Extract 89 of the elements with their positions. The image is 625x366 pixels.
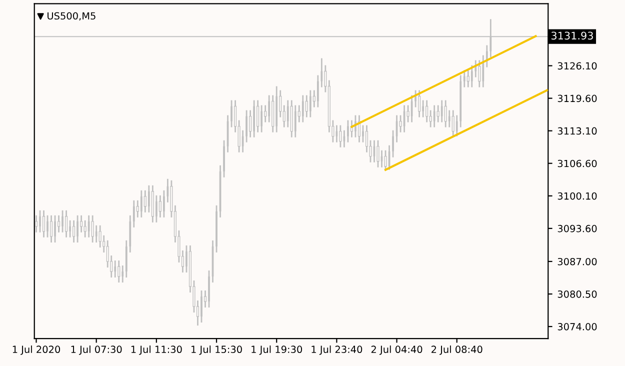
candlestick bbox=[478, 60, 481, 88]
candlestick bbox=[422, 100, 424, 118]
text: US500,M5 bbox=[48, 12, 96, 21]
candlestick bbox=[144, 190, 146, 214]
x-tick-label: 2 Jul 08:40 bbox=[432, 345, 482, 355]
candlestick bbox=[132, 200, 135, 228]
candlestick bbox=[452, 110, 454, 138]
candlestick bbox=[140, 190, 142, 218]
y-tick-label: 3119.60 bbox=[558, 94, 597, 102]
candlestick bbox=[339, 124, 342, 148]
candlestick bbox=[305, 94, 308, 118]
x-tick-label: 1 Jul 2020 bbox=[12, 345, 60, 355]
candlestick bbox=[62, 210, 64, 234]
y-tick-label: 3106.60 bbox=[558, 160, 597, 168]
candlestick bbox=[466, 70, 470, 88]
y-tick-label: 3100.10 bbox=[558, 192, 597, 200]
candlestick bbox=[365, 124, 368, 154]
candlestick bbox=[414, 90, 416, 108]
candlestick bbox=[418, 90, 421, 118]
x-tick-label: 1 Jul 15:30 bbox=[192, 345, 242, 355]
candlestick bbox=[65, 210, 68, 238]
candlestick bbox=[34, 214, 38, 234]
candlestick bbox=[316, 74, 319, 108]
candlestick bbox=[57, 214, 60, 234]
candlestick bbox=[309, 90, 312, 118]
candlestick bbox=[470, 64, 473, 88]
candlestick bbox=[216, 204, 218, 254]
candlestick bbox=[200, 290, 202, 324]
candlestick bbox=[256, 100, 260, 134]
candlestick bbox=[155, 194, 158, 224]
candlestick bbox=[39, 210, 41, 234]
ref-line-label: 3131.93 bbox=[551, 32, 593, 40]
candlestick bbox=[362, 124, 364, 144]
candlestick bbox=[91, 214, 94, 244]
y-tick-label: 3080.50 bbox=[558, 290, 597, 298]
candlestick bbox=[114, 260, 116, 278]
candlestick bbox=[246, 110, 248, 144]
candlestick bbox=[482, 54, 484, 88]
y-tick-label: 3074.00 bbox=[558, 323, 597, 330]
x-tick-label: 2 Jul 04:40 bbox=[371, 345, 422, 355]
candlestick bbox=[253, 100, 256, 138]
candlestick bbox=[69, 220, 71, 238]
x-tick-label: 1 Jul 11:30 bbox=[131, 345, 182, 355]
y-tick-label: 3087.00 bbox=[558, 258, 597, 266]
candlestick bbox=[347, 120, 349, 144]
candlestick bbox=[294, 104, 296, 138]
candlestick bbox=[392, 130, 394, 158]
candlestick bbox=[88, 214, 90, 238]
candlestick bbox=[136, 200, 139, 218]
candlestick bbox=[376, 140, 380, 168]
candlestick bbox=[118, 260, 120, 284]
candlestick bbox=[163, 190, 165, 218]
candlestick bbox=[436, 104, 440, 123]
candlestick bbox=[440, 100, 443, 123]
y-tick-label: 3113.10 bbox=[558, 127, 597, 135]
candlestick bbox=[223, 140, 225, 178]
candlestick bbox=[448, 110, 450, 128]
candlestick bbox=[98, 224, 102, 248]
candlestick bbox=[249, 110, 252, 138]
candlestick bbox=[463, 70, 466, 88]
candlestick bbox=[302, 94, 304, 123]
candlestick bbox=[158, 194, 162, 218]
candlestick bbox=[46, 214, 48, 238]
candlestick bbox=[122, 264, 124, 284]
x-tick-label: 1 Jul 23:40 bbox=[312, 345, 362, 355]
candlestick bbox=[384, 150, 387, 171]
candlestick bbox=[208, 270, 210, 308]
y-tick-label: 3093.60 bbox=[558, 224, 597, 232]
candlestick bbox=[456, 114, 458, 138]
candlestick bbox=[320, 58, 323, 88]
candlestick bbox=[148, 184, 150, 214]
candlestick bbox=[230, 100, 232, 128]
candlestick bbox=[95, 224, 98, 244]
candlestick bbox=[406, 104, 410, 123]
candlestick bbox=[286, 100, 289, 128]
candlestick bbox=[42, 210, 46, 238]
candlestick bbox=[426, 100, 428, 123]
candlestick bbox=[84, 220, 86, 238]
candlestick bbox=[444, 100, 447, 128]
candlestick bbox=[433, 104, 436, 128]
candlestick bbox=[54, 214, 56, 244]
candlestick bbox=[260, 104, 263, 134]
x-tick-label: 1 Jul 19:30 bbox=[252, 345, 302, 355]
candlestick bbox=[429, 110, 432, 128]
y-tick-label: 3126.10 bbox=[558, 62, 597, 70]
x-tick-label: 1 Jul 07:30 bbox=[71, 345, 122, 355]
candlestick bbox=[50, 214, 53, 244]
candlestick bbox=[76, 214, 78, 244]
candlestick bbox=[72, 220, 76, 244]
